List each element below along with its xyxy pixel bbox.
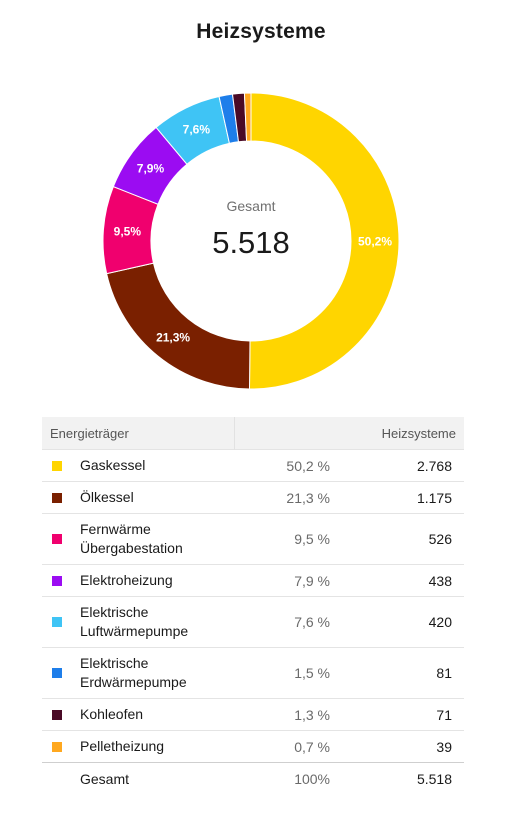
legend-row[interactable]: Ölkessel 21,3 % 1.175 — [42, 481, 464, 514]
slice-label-2: 9,5% — [114, 224, 142, 238]
legend-percent: 1,5 % — [234, 647, 336, 699]
legend-row[interactable]: Elektrische Luftwärmepumpe 7,6 % 420 — [42, 596, 464, 648]
legend-header-name: Energieträger — [42, 417, 234, 450]
center-total-label: Gesamt — [226, 198, 275, 214]
legend-name: Pelletheizung — [70, 730, 234, 763]
legend-total-row: Gesamt 100% 5.518 — [42, 762, 464, 795]
legend-name: Elektrische Erdwärmepumpe — [70, 647, 234, 699]
legend-percent: 50,2 % — [234, 449, 336, 482]
slice-7[interactable] — [243, 92, 252, 142]
legend-swatch — [52, 617, 62, 627]
slice-label-4: 7,6% — [183, 123, 211, 137]
legend-value: 39 — [336, 730, 464, 763]
slice-label-1: 21,3% — [156, 330, 190, 344]
legend-swatch — [52, 575, 62, 586]
legend-value: 526 — [336, 513, 464, 565]
legend-percent: 7,6 % — [234, 596, 336, 648]
legend-row[interactable]: Gaskessel 50,2 % 2.768 — [42, 449, 464, 482]
legend-name: Elektrische Luftwärmepumpe — [70, 596, 234, 648]
legend-header-row: Energieträger Heizsysteme — [42, 417, 464, 450]
legend-total-value: 5.518 — [336, 762, 464, 795]
legend-value: 2.768 — [336, 449, 464, 482]
legend-row[interactable]: Elektrische Erdwärmepumpe 1,5 % 81 — [42, 647, 464, 699]
legend-percent: 21,3 % — [234, 481, 336, 514]
legend-percent: 7,9 % — [234, 564, 336, 597]
legend-percent: 1,3 % — [234, 698, 336, 731]
legend-percent: 0,7 % — [234, 730, 336, 763]
legend-table: Energieträger Heizsysteme Gaskessel 50,2 … — [42, 417, 464, 795]
legend-swatch — [52, 709, 62, 720]
legend-row[interactable]: Fernwärme Übergabestation 9,5 % 526 — [42, 513, 464, 565]
legend-value: 71 — [336, 698, 464, 731]
legend-swatch — [52, 492, 62, 503]
legend-name: Kohleofen — [70, 698, 234, 731]
legend-row[interactable]: Elektroheizung 7,9 % 438 — [42, 564, 464, 597]
legend-value: 420 — [336, 596, 464, 648]
legend-row[interactable]: Kohleofen 1,3 % 71 — [42, 698, 464, 731]
legend-value: 81 — [336, 647, 464, 699]
legend-swatch — [52, 668, 62, 678]
donut-chart: 50,2% 21,3% 9,5% 7,9% 7,6% Gesamt 5.518 — [102, 92, 400, 390]
legend-name: Gaskessel — [70, 449, 234, 482]
slice-label-3: 7,9% — [137, 161, 165, 175]
legend-total-label: Gesamt — [70, 762, 234, 795]
chart-title: Heizsysteme — [196, 20, 326, 43]
legend-name: Elektroheizung — [70, 564, 234, 597]
legend-swatch — [52, 460, 62, 471]
slice-label-0: 50,2% — [358, 235, 392, 249]
legend-value: 1.175 — [336, 481, 464, 514]
slice-1[interactable] — [106, 262, 251, 390]
legend-percent: 9,5 % — [234, 513, 336, 565]
legend-total-percent: 100% — [234, 762, 336, 795]
center-total-value: 5.518 — [212, 225, 290, 260]
legend-swatch — [52, 534, 62, 544]
legend-name: Fernwärme Übergabestation — [70, 513, 234, 565]
legend-value: 438 — [336, 564, 464, 597]
legend-name: Ölkessel — [70, 481, 234, 514]
legend-row[interactable]: Pelletheizung 0,7 % 39 — [42, 730, 464, 763]
slice-0[interactable] — [248, 92, 400, 390]
legend-swatch — [52, 741, 62, 752]
legend-header-value: Heizsysteme — [233, 417, 464, 450]
